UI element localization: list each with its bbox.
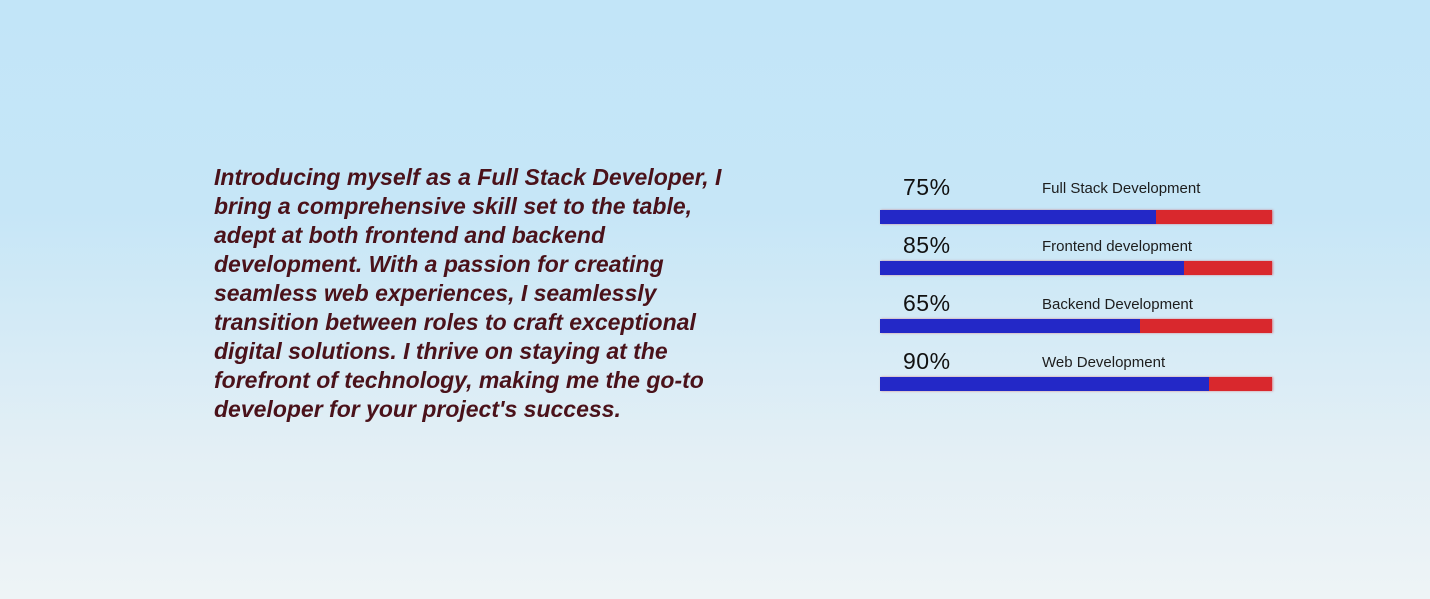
skill-progress-fill	[880, 210, 1157, 224]
skill-full-stack-development: 75% Full Stack Development	[880, 172, 1272, 230]
skill-frontend-development: 85% Frontend development	[880, 230, 1272, 288]
skill-progress-fill	[880, 319, 1140, 333]
skill-web-development: 90% Web Development	[880, 346, 1272, 403]
skill-progress-bar	[880, 210, 1272, 224]
skill-label: Backend Development	[1042, 296, 1193, 313]
skill-progress-bar	[880, 261, 1272, 275]
intro-paragraph: Introducing myself as a Full Stack Devel…	[214, 164, 722, 422]
skill-progress-fill	[880, 377, 1209, 391]
skills-list: 75% Full Stack Development 85% Frontend …	[880, 172, 1272, 403]
skill-percent: 75%	[903, 174, 951, 200]
skill-percent: 65%	[903, 290, 951, 316]
skill-label: Full Stack Development	[1042, 180, 1201, 197]
skill-percent: 90%	[903, 348, 951, 374]
skill-backend-development: 65% Backend Development	[880, 288, 1272, 346]
skill-progress-bar	[880, 377, 1272, 391]
skill-label: Frontend development	[1042, 238, 1193, 255]
skill-progress-bar	[880, 319, 1272, 333]
skill-progress-fill	[880, 261, 1184, 275]
skill-percent: 85%	[903, 232, 951, 258]
skill-label: Web Development	[1042, 354, 1166, 371]
